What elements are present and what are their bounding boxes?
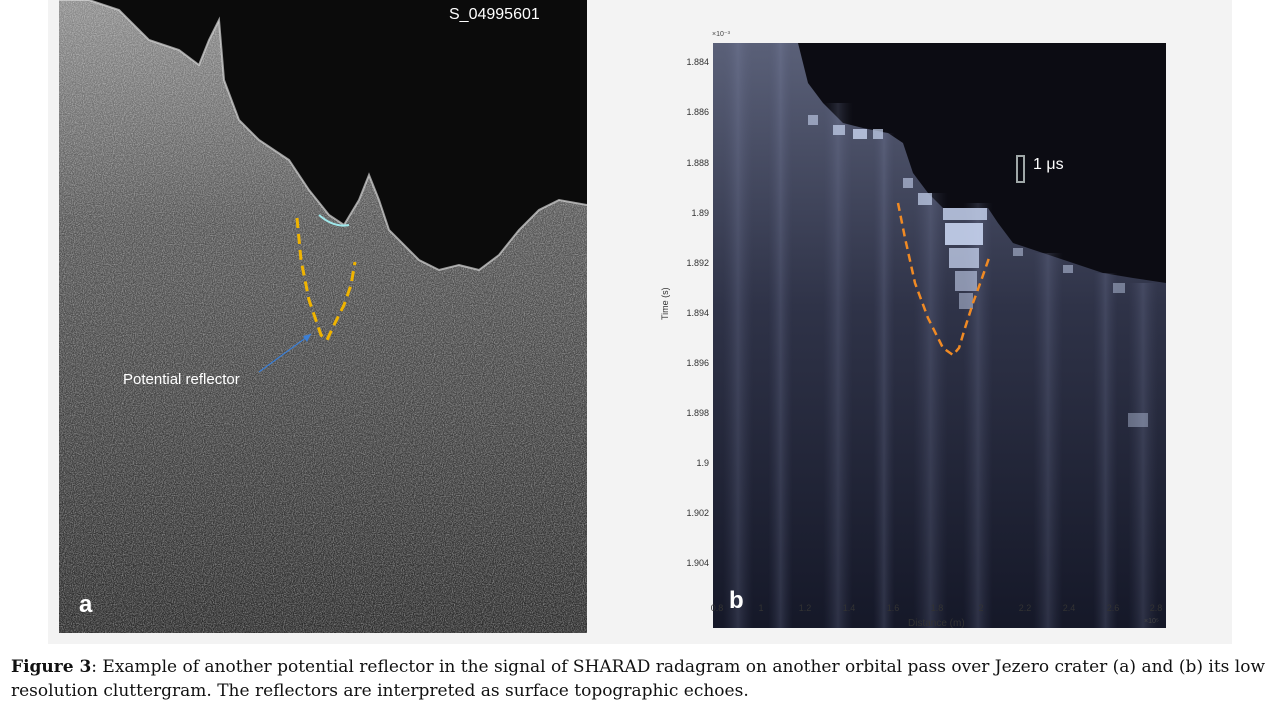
x-tick-label: 2	[978, 603, 984, 613]
panel-b-label: b	[729, 587, 744, 614]
figure-caption: Figure 3: Example of another potential r…	[11, 655, 1273, 703]
x-tick-label: 2.8	[1149, 603, 1163, 613]
cluttergram-image	[713, 43, 1166, 628]
y-tick-label: 1.884	[686, 57, 709, 67]
x-tick-label: 1	[758, 603, 764, 613]
y-axis-multiplier: ×10⁻³	[712, 31, 730, 38]
x-tick-label: 1.4	[842, 603, 856, 613]
y-tick-label: 1.89	[691, 208, 709, 218]
y-tick-label: 1.9	[696, 458, 709, 468]
y-tick-label: 1.902	[686, 508, 709, 518]
x-tick-label: 2.2	[1018, 603, 1032, 613]
x-tick-label: 0.8	[710, 603, 724, 613]
potential-reflector-annotation: Potential reflector	[123, 371, 240, 388]
x-tick-label: 1.6	[886, 603, 900, 613]
x-axis-label: Distance (m)	[908, 618, 965, 629]
scale-label: 1 μs	[1033, 156, 1064, 173]
y-tick-label: 1.886	[686, 107, 709, 117]
x-tick-label: 2.4	[1062, 603, 1076, 613]
radargram-panel: S_04995601 Potential reflector a	[59, 0, 587, 633]
y-tick-label: 1.898	[686, 408, 709, 418]
y-tick-label: 1.896	[686, 358, 709, 368]
y-tick-label: 1.894	[686, 308, 709, 318]
annotation-arrow	[258, 333, 312, 373]
y-axis-label: Time (s)	[660, 287, 670, 320]
cluttergram-panel: ×10⁻³	[660, 30, 1176, 634]
x-tick-label: 2.6	[1106, 603, 1120, 613]
reflector-outline-a	[295, 217, 357, 343]
y-tick-label: 1.892	[686, 258, 709, 268]
caption-text: : Example of another potential reflector…	[11, 657, 1266, 701]
scale-bar	[1016, 155, 1025, 183]
orbit-id-label: S_04995601	[449, 6, 540, 23]
y-tick-label: 1.904	[686, 558, 709, 568]
caption-figure-number: Figure 3	[11, 657, 92, 677]
radargram-image	[59, 0, 587, 633]
x-tick-label: 1.8	[930, 603, 944, 613]
x-tick-label: 1.2	[798, 603, 812, 613]
x-axis-multiplier: ×10⁵	[1144, 618, 1159, 625]
cluttergram-plot: 1 μs b	[713, 43, 1166, 628]
y-tick-label: 1.888	[686, 158, 709, 168]
panel-a-label: a	[79, 591, 93, 618]
reflector-outline-b	[896, 202, 991, 357]
